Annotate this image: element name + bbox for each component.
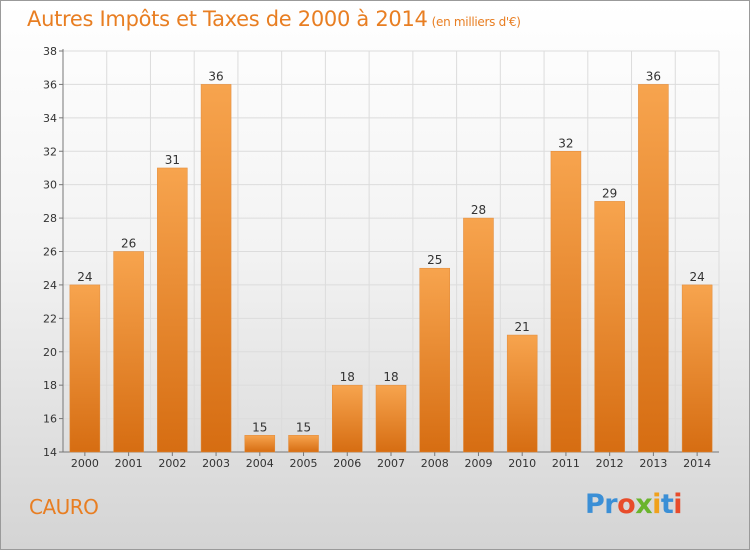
data-label: 18 bbox=[383, 370, 398, 384]
bar bbox=[594, 201, 625, 453]
title-unit: (en milliers d'€) bbox=[431, 15, 521, 29]
data-label: 31 bbox=[165, 153, 180, 167]
bar bbox=[463, 217, 494, 453]
bar bbox=[375, 384, 407, 453]
y-tick-label: 38 bbox=[43, 45, 57, 58]
x-tick-label: 2003 bbox=[202, 457, 230, 470]
data-label: 24 bbox=[77, 270, 92, 284]
brand-letter: x bbox=[635, 489, 653, 520]
data-label: 18 bbox=[340, 370, 355, 384]
y-tick-label: 18 bbox=[43, 379, 57, 392]
brand-letter: P bbox=[585, 489, 605, 520]
y-tick-label: 34 bbox=[43, 112, 57, 125]
y-tick-label: 14 bbox=[43, 446, 57, 459]
x-tick-label: 2013 bbox=[639, 457, 667, 470]
data-label: 24 bbox=[689, 270, 704, 284]
y-tick-label: 22 bbox=[43, 312, 57, 325]
labels: 14 16 18 20 22 24 26 28 30 32 34 36 38 24 2000 26 2001 31… bbox=[43, 45, 711, 470]
brand-letter: r bbox=[604, 489, 618, 520]
city-name: CAURO bbox=[29, 495, 99, 519]
brand-letter: i bbox=[652, 489, 661, 520]
data-label: 28 bbox=[471, 203, 486, 217]
data-label: 15 bbox=[252, 420, 267, 434]
bar bbox=[113, 251, 144, 453]
x-tick-label: 2011 bbox=[552, 457, 580, 470]
bar bbox=[157, 167, 188, 453]
bar bbox=[419, 267, 450, 453]
y-tick-label: 30 bbox=[43, 179, 57, 192]
bar bbox=[69, 284, 101, 453]
brand-letter: t bbox=[660, 489, 674, 520]
x-tick-label: 2002 bbox=[158, 457, 186, 470]
brand-logo: Proxiti bbox=[585, 489, 683, 520]
bar bbox=[681, 284, 713, 453]
x-tick-label: 2009 bbox=[464, 457, 492, 470]
x-tick-label: 2014 bbox=[683, 457, 711, 470]
data-label: 26 bbox=[121, 237, 136, 251]
data-label: 36 bbox=[208, 69, 223, 83]
y-tick-label: 36 bbox=[43, 78, 57, 91]
chart-title: Autres Impôts et Taxes de 2000 à 2014 (en… bbox=[27, 7, 521, 31]
bar bbox=[332, 384, 363, 453]
x-tick-label: 2005 bbox=[290, 457, 318, 470]
bar bbox=[200, 84, 232, 453]
x-tick-label: 2008 bbox=[421, 457, 449, 470]
bars bbox=[69, 84, 713, 453]
x-tick-label: 2004 bbox=[246, 457, 274, 470]
x-tick-label: 2007 bbox=[377, 457, 405, 470]
y-tick-label: 28 bbox=[43, 212, 57, 225]
data-label: 21 bbox=[515, 320, 530, 334]
bar bbox=[506, 334, 538, 453]
bar bbox=[550, 151, 582, 453]
brand-letter: i bbox=[673, 489, 683, 520]
x-tick-label: 2001 bbox=[115, 457, 143, 470]
title-text: Autres Impôts et Taxes de 2000 à 2014 bbox=[27, 7, 428, 31]
data-label: 36 bbox=[646, 69, 661, 83]
bar bbox=[244, 435, 276, 453]
y-tick-label: 32 bbox=[43, 145, 57, 158]
data-label: 29 bbox=[602, 186, 617, 200]
y-tick-label: 16 bbox=[43, 413, 57, 426]
bar bbox=[638, 84, 669, 453]
data-label: 32 bbox=[558, 136, 573, 150]
x-tick-label: 2006 bbox=[333, 457, 361, 470]
x-tick-label: 2010 bbox=[508, 457, 536, 470]
x-tick-label: 2000 bbox=[71, 457, 99, 470]
y-tick-label: 26 bbox=[43, 246, 57, 259]
brand-letter: o bbox=[617, 489, 636, 520]
y-tick-label: 24 bbox=[43, 279, 57, 292]
y-tick-label: 20 bbox=[43, 346, 57, 359]
data-label: 15 bbox=[296, 420, 311, 434]
bar bbox=[288, 435, 319, 453]
x-tick-label: 2012 bbox=[596, 457, 624, 470]
data-label: 25 bbox=[427, 253, 442, 267]
